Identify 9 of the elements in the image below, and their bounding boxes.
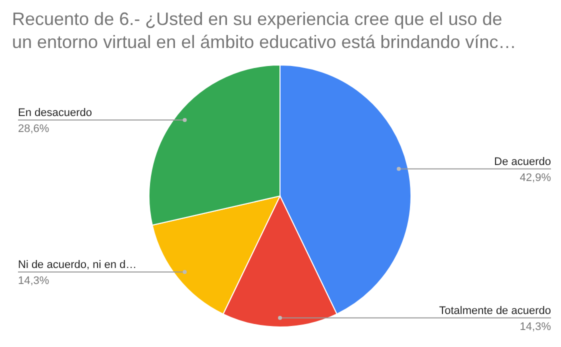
chart-title: Recuento de 6.- ¿Usted en su experiencia cree que el uso de un entorno virtual en el ámbito educativo está brindando vínc… [12, 9, 516, 52]
data-label: 42,9% [520, 172, 552, 184]
slice-label: Totalmente de acuerdo [439, 304, 551, 317]
data-label: 28,6% [18, 123, 50, 136]
data-label: 14,3% [18, 274, 50, 287]
data-label: 14,3% [520, 320, 552, 333]
slice-label: Ni de acuerdo, ni en d… [18, 258, 137, 271]
slice-label: En desacuerdo [18, 107, 92, 120]
slice-label: De acuerdo [494, 156, 551, 168]
